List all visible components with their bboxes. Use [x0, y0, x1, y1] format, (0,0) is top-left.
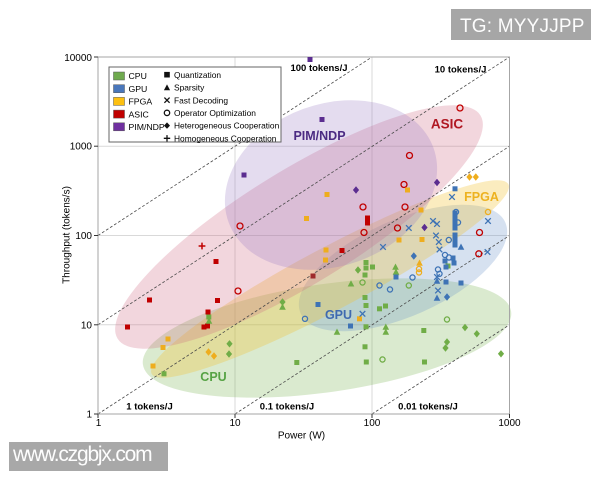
svg-text:CPU: CPU [200, 370, 226, 384]
svg-text:10: 10 [229, 418, 241, 429]
svg-text:PIM/NDP: PIM/NDP [129, 122, 165, 132]
svg-text:100: 100 [364, 418, 381, 429]
svg-text:GPU: GPU [325, 308, 352, 322]
svg-text:10 tokens/J: 10 tokens/J [435, 65, 487, 76]
svg-text:0.01 tokens/J: 0.01 tokens/J [398, 402, 458, 413]
svg-text:PIM/NDP: PIM/NDP [293, 129, 345, 143]
svg-text:GPU: GPU [129, 84, 148, 94]
svg-text:Sparsity: Sparsity [174, 83, 205, 93]
svg-text:FPGA: FPGA [129, 97, 153, 107]
svg-text:Throughput (tokens/s): Throughput (tokens/s) [62, 186, 73, 284]
svg-text:FPGA: FPGA [464, 190, 499, 204]
svg-text:100: 100 [75, 231, 92, 242]
svg-text:ASIC: ASIC [431, 117, 464, 132]
svg-text:0.1 tokens/J: 0.1 tokens/J [260, 402, 314, 413]
svg-text:Heterogeneous Cooperation: Heterogeneous Cooperation [174, 121, 280, 131]
svg-text:1 tokens/J: 1 tokens/J [126, 402, 172, 413]
svg-text:Operator Optimization: Operator Optimization [174, 108, 256, 118]
svg-text:1: 1 [86, 410, 92, 421]
svg-text:1000: 1000 [70, 142, 93, 153]
svg-text:1: 1 [96, 418, 102, 429]
svg-text:Power (W): Power (W) [278, 431, 325, 442]
svg-text:ASIC: ASIC [129, 109, 149, 119]
svg-text:Quantization: Quantization [174, 70, 221, 80]
svg-text:CPU: CPU [129, 71, 147, 81]
svg-text:100 tokens/J: 100 tokens/J [290, 63, 347, 74]
svg-text:10000: 10000 [64, 53, 92, 64]
svg-text:1000: 1000 [498, 418, 521, 429]
svg-text:Homogeneous Cooperation: Homogeneous Cooperation [174, 133, 277, 143]
svg-text:Fast Decoding: Fast Decoding [174, 95, 228, 105]
svg-text:10: 10 [81, 320, 93, 331]
